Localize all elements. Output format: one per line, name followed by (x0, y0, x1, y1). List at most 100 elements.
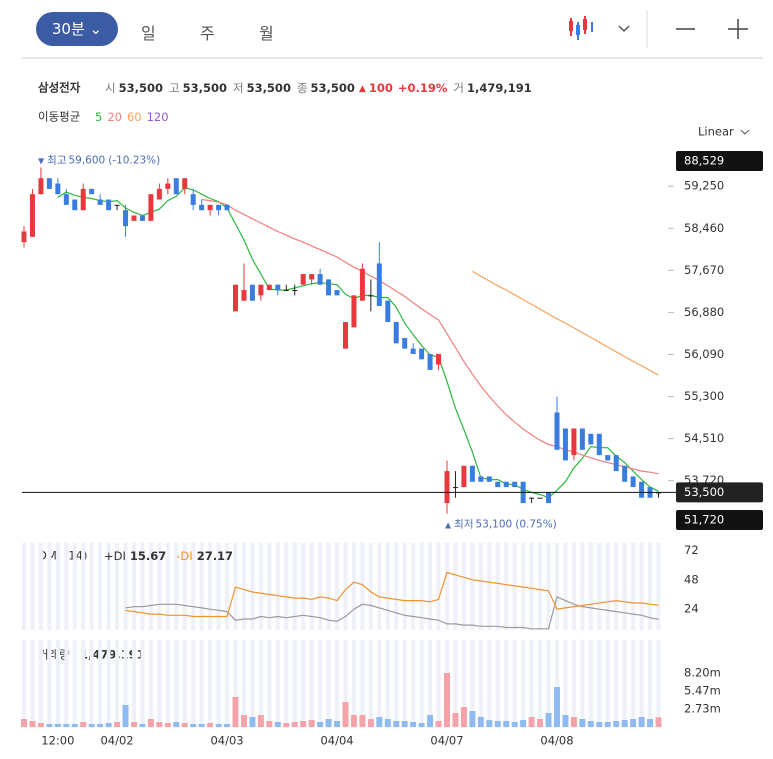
panel-stripe (191, 543, 196, 630)
candle-body (80, 188, 86, 211)
panel-stripe (182, 640, 187, 728)
panel-stripe (495, 543, 500, 630)
volume-bar (638, 717, 645, 727)
volume-title: 거래량 (38, 648, 70, 662)
candle-body (503, 481, 509, 488)
dropdown-arrow[interactable] (618, 25, 630, 33)
panel-stripe (275, 543, 280, 630)
panel-stripe (631, 543, 636, 630)
legend-entry: 120 (147, 110, 169, 124)
quote-field-label: 저 (233, 81, 244, 95)
candle-body (165, 183, 171, 189)
volume-bar (604, 722, 611, 727)
y-tick-label: 8.20m (684, 665, 721, 679)
tab[interactable]: 주 (200, 24, 215, 43)
candle-body (55, 183, 61, 195)
panel-stripe (639, 640, 644, 728)
panel-stripe (394, 640, 399, 728)
volume-bar (596, 722, 603, 727)
panel-stripe (148, 543, 153, 630)
panel-stripe (580, 543, 585, 630)
zoom-in[interactable] (728, 19, 748, 39)
candle-body (275, 284, 281, 291)
volume-bar (29, 721, 36, 727)
panel-stripe (377, 543, 382, 630)
marker-change: (0.75%) (515, 519, 557, 531)
scale-arrow[interactable] (740, 129, 750, 135)
panel-stripe (309, 640, 314, 728)
candle-body (97, 199, 103, 205)
panel-stripe (148, 640, 153, 728)
panel-stripe (241, 543, 246, 630)
candle-body (529, 497, 535, 499)
volume-bar (173, 722, 180, 727)
volume-bar (317, 722, 324, 727)
panel-stripe (225, 640, 230, 728)
panel-stripe (267, 640, 272, 728)
panel-stripe (351, 543, 356, 630)
candle-body (486, 476, 492, 482)
candle-body (156, 188, 162, 200)
quote-field-label: 시 (105, 81, 116, 95)
panel-stripe (64, 640, 69, 728)
candle-body (309, 274, 315, 280)
ma-line (57, 187, 659, 499)
interval-button[interactable]: 30분 ⌄ (36, 12, 118, 46)
panel-stripe (453, 543, 458, 630)
interval-label: 30분 (51, 20, 85, 38)
volume-bar (359, 715, 366, 727)
panel-stripe (377, 640, 382, 728)
panel-stripe (335, 543, 340, 630)
volume-field-value: 1,479,191 (467, 81, 532, 95)
volume-bar (460, 707, 467, 727)
panel-stripe (47, 640, 52, 728)
volume-bar (249, 717, 256, 727)
volume-bar (435, 721, 442, 727)
panel-stripe (512, 640, 517, 728)
y-tick-label: 56,090 (684, 347, 724, 361)
volume-bar (283, 722, 290, 727)
volume-bar (240, 715, 247, 727)
candle-body (190, 194, 196, 205)
panel-stripe (309, 543, 314, 630)
candle-body (571, 428, 577, 456)
panel-stripe (478, 640, 483, 728)
candle-body (419, 348, 425, 360)
scale-label[interactable]: Linear (698, 125, 734, 139)
panel-stripe (199, 543, 204, 630)
tab[interactable]: 월 (259, 24, 274, 43)
volume-bar (621, 720, 628, 727)
panel-stripe (461, 640, 466, 728)
candle-body (89, 188, 95, 195)
candle-body (233, 284, 238, 312)
quote-field-value: 53,500 (311, 81, 355, 95)
volume-bar (71, 724, 78, 727)
volume-bar (105, 722, 112, 727)
volume-bar (54, 724, 61, 727)
tab[interactable]: 일 (141, 24, 156, 43)
candle-body (241, 290, 247, 301)
panel-stripe (165, 640, 170, 728)
y-tick-label: 48 (684, 572, 699, 586)
marker-arrow: ▲ (445, 520, 452, 529)
panel-stripe (546, 640, 551, 728)
panel-stripe (360, 543, 365, 630)
panel-stripe (495, 640, 500, 728)
volume-bar (477, 717, 484, 727)
panel-stripe (343, 640, 348, 728)
panel-stripe (563, 640, 568, 728)
panel-stripe (81, 640, 86, 728)
chart-type-icon[interactable] (569, 16, 593, 40)
volume-bar (130, 722, 137, 727)
volume-bar (308, 720, 315, 727)
candle-body (258, 284, 264, 296)
y-tick-label: 5.47m (684, 683, 721, 697)
panel-stripe (55, 640, 60, 728)
volume-bar (545, 713, 552, 727)
candle-body (292, 290, 298, 292)
panel-stripe (301, 543, 306, 630)
candle-body (410, 348, 416, 354)
candle-body (207, 204, 213, 211)
